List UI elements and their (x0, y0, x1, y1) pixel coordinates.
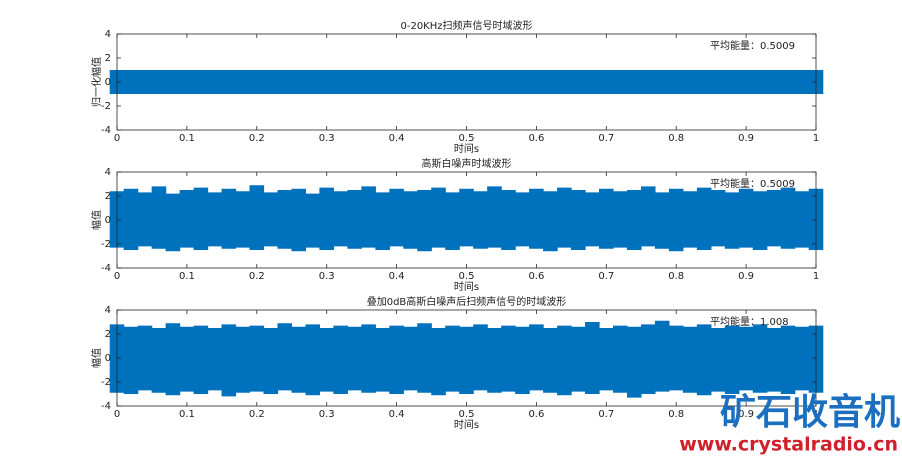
x-tick-label: 1 (813, 133, 819, 144)
x-tick-label: 0.8 (668, 133, 684, 144)
y-tick-label: -4 (101, 263, 111, 274)
y-axis-label: 幅值 (90, 348, 103, 368)
x-tick-label: 0.3 (319, 271, 335, 282)
x-tick-label: 0.7 (598, 271, 614, 282)
x-tick-label: 1 (813, 409, 819, 420)
x-tick-label: 0.1 (179, 271, 195, 282)
chart-title: 叠加0dB高斯白噪声后扫频声信号的时域波形 (367, 295, 567, 308)
x-tick-label: 0.1 (179, 409, 195, 420)
x-tick-label: 0.4 (389, 133, 405, 144)
x-tick-label: 0 (114, 271, 120, 282)
x-tick-label: 0.2 (249, 409, 265, 420)
y-axis-label: 归一化幅值 (90, 57, 103, 107)
x-tick-label: 0 (114, 133, 120, 144)
x-tick-label: 0 (114, 409, 120, 420)
y-tick-label: 0 (105, 353, 111, 364)
x-tick-label: 0.9 (738, 409, 754, 420)
annotation: 平均能量：0.5009 (710, 177, 795, 190)
watermark-url: www.crystalradio.cn (679, 434, 898, 456)
annotation: 平均能量：1.008 (710, 315, 789, 328)
y-tick-label: 2 (105, 191, 111, 202)
x-tick-label: 0.2 (249, 133, 265, 144)
y-tick-label: -2 (101, 377, 111, 388)
x-tick-label: 0.5 (459, 133, 475, 144)
x-tick-label: 0.9 (738, 133, 754, 144)
x-tick-label: 0.6 (528, 133, 544, 144)
x-tick-label: 0.4 (389, 409, 405, 420)
x-tick-label: 0.6 (528, 409, 544, 420)
y-axis-label: 幅值 (90, 210, 103, 230)
y-tick-label: -2 (101, 101, 111, 112)
x-tick-label: 0.9 (738, 271, 754, 282)
x-tick-label: 0.7 (598, 409, 614, 420)
x-tick-label: 0.4 (389, 271, 405, 282)
x-tick-label: 1 (813, 271, 819, 282)
y-tick-label: -4 (101, 401, 111, 412)
x-tick-label: 0.5 (459, 271, 475, 282)
x-tick-label: 0.8 (668, 409, 684, 420)
y-tick-label: 4 (105, 29, 111, 40)
y-tick-label: 0 (105, 215, 111, 226)
x-tick-label: 0.5 (459, 409, 475, 420)
x-tick-label: 0.6 (528, 271, 544, 282)
y-tick-label: 0 (105, 77, 111, 88)
y-tick-label: 4 (105, 167, 111, 178)
annotation: 平均能量：0.5009 (710, 39, 795, 52)
y-tick-label: 2 (105, 329, 111, 340)
x-axis-label: 时间s (454, 418, 479, 431)
y-tick-label: 2 (105, 53, 111, 64)
chart-title: 0-20KHz扫频声信号时域波形 (400, 19, 532, 32)
y-tick-label: -4 (101, 125, 111, 136)
x-axis-label: 时间s (454, 280, 479, 293)
chart-title: 高斯白噪声时域波形 (422, 157, 512, 170)
x-tick-label: 0.1 (179, 133, 195, 144)
watermark-brand: 矿石收音机 (720, 392, 900, 433)
x-axis-label: 时间s (454, 142, 479, 155)
x-tick-label: 0.3 (319, 133, 335, 144)
x-tick-label: 0.3 (319, 409, 335, 420)
x-tick-label: 0.2 (249, 271, 265, 282)
x-tick-label: 0.8 (668, 271, 684, 282)
y-tick-label: -2 (101, 239, 111, 250)
y-tick-label: 4 (105, 305, 111, 316)
x-tick-label: 0.7 (598, 133, 614, 144)
